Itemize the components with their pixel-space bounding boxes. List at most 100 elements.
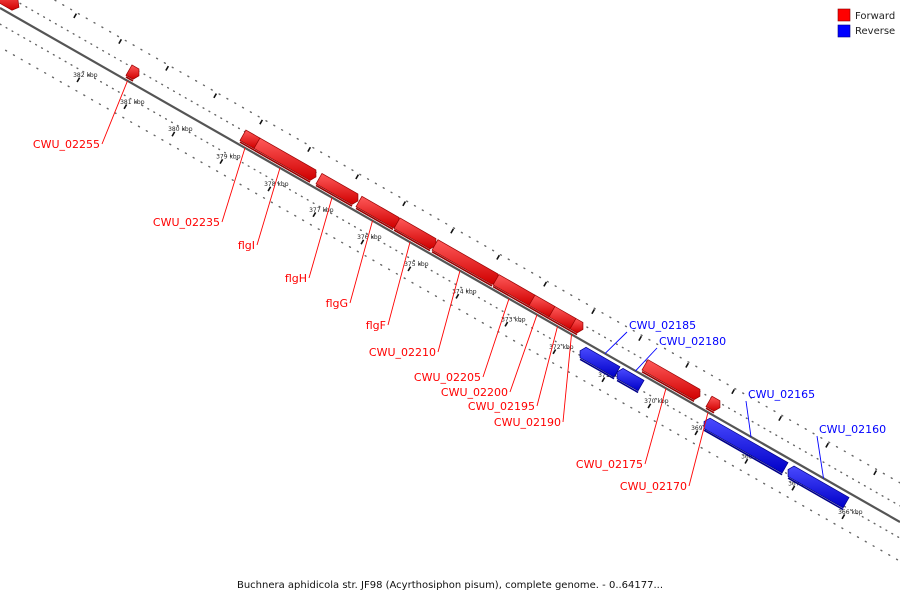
tick-mark-lower [825,442,830,448]
tick-mark-lower [307,146,312,152]
gene-feature-edge [705,407,715,414]
gene-label-cwu_02185: CWU_02185 [629,319,696,332]
tick-label: 379 kbp [216,154,241,161]
gene-feature-cwu_02190 [569,318,584,334]
legend-forward-label: Forward [855,11,895,22]
gene-feature-partial [0,0,20,11]
tick-mark [312,212,317,218]
gene-feature-edge [703,429,783,476]
map-caption: Buchnera aphidicola str. JF98 (Acyrthosi… [237,580,663,591]
tick-label: 376 kbp [357,234,382,241]
gene-feature-edge [239,141,255,151]
gene-label-flgf: flgF [366,319,386,332]
gene-label-cwu_02200: CWU_02200 [441,386,508,399]
gene-connector [509,314,538,393]
gene-feature-cwu_02255 [125,64,140,80]
tick-mark [601,377,606,383]
tick-mark-lower [778,415,783,421]
gene-feature-edge [431,251,493,287]
gene-label-cwu_02160: CWU_02160 [819,423,886,436]
tick-mark-lower [165,65,170,71]
gene-connector [635,347,658,372]
tick-mark-lower [355,174,360,180]
gene-connector [536,326,558,407]
gene-feature-flgf [393,217,437,250]
gene-connector [745,400,752,437]
gene-feature-edge [616,379,639,394]
gene-feature-edge [253,149,311,183]
gene-feature-flgi [253,137,317,181]
gene-feature-edge [641,370,695,403]
tick-mark-lower [118,38,123,45]
tick-mark [76,77,81,83]
gene-connector [221,147,246,223]
gene-connector [256,167,281,246]
gene-label-cwu_02235: CWU_02235 [153,216,220,229]
tick-mark [267,186,272,192]
tick-mark [694,430,699,436]
gene-feature-edge [579,358,615,380]
tick-label: 382 kbp [73,72,98,79]
tick-label: 374 kbp [452,288,477,295]
tick-mark-lower [731,389,736,395]
gene-feature-edge [569,329,578,336]
tick-mark-lower [685,362,690,368]
gene-label-flgh: flgH [285,272,307,285]
tick-mark [647,403,652,409]
gene-connector [688,412,709,487]
tick-label: 377 kbp [309,207,334,214]
tick-mark [455,293,460,299]
gene-feature-cwu_02210 [431,239,499,285]
gene-feature-edge [125,76,134,82]
gene-feature-cwu_02180 [616,368,645,392]
tick-mark [791,485,796,491]
gene-connector [562,334,572,423]
gene-feature-edge [492,285,530,308]
tick-mark [123,104,128,110]
tick-mark-lower [213,93,218,99]
gene-label-cwu_02180: CWU_02180 [659,335,726,348]
tick-mark-lower [873,470,878,476]
tick-mark [744,458,749,464]
gene-label-cwu_02190: CWU_02190 [494,416,561,429]
gene-connector [387,242,411,326]
tick-mark-lower [543,281,548,287]
gene-connector [644,388,667,465]
gene-label-flgg: flgG [326,297,348,310]
tick-mark [552,349,557,355]
tick-mark [841,514,846,520]
gene-connector [101,80,128,145]
gene-labels: CWU_02255 CWU_02235 flgI flgH flgG flgF CWU_02… [33,80,886,493]
gene-features [0,0,850,511]
tick-mark [171,131,176,137]
tick-label: 372 kbp [549,344,574,351]
tick-mark-lower [402,201,407,207]
gene-feature-edge [787,477,844,511]
gene-connector [482,298,510,378]
gene-feature-cwu_02170 [705,395,721,412]
tick-mark-lower [450,228,455,234]
gene-connector [816,435,824,479]
legend: Forward Reverse [837,8,895,38]
tick-label: 381 kbp [120,99,145,106]
gene-feature-edge [393,229,431,252]
track-lines [0,0,900,562]
gene-connector [349,220,373,304]
gene-label-cwu_02175: CWU_02175 [576,458,643,471]
gene-label-flgi: flgI [238,239,255,252]
gene-connector [437,270,461,353]
tick-label: 378 kbp [264,181,289,188]
gene-feature-cwu_02165 [703,417,789,474]
tick-mark [219,158,224,165]
gene-label-cwu_02170: CWU_02170 [620,480,687,493]
gene-feature-edge [315,184,353,207]
gene-label-cwu_02210: CWU_02210 [369,346,436,359]
tick-mark [360,239,365,245]
gene-label-cwu_02255: CWU_02255 [33,138,100,151]
legend-reverse-label: Reverse [855,26,895,37]
gene-feature-cwu_02175 [641,359,701,401]
gene-connector [308,197,333,279]
tick-label: 380 kbp [168,126,193,133]
gene-label-cwu_02195: CWU_02195 [468,400,535,413]
